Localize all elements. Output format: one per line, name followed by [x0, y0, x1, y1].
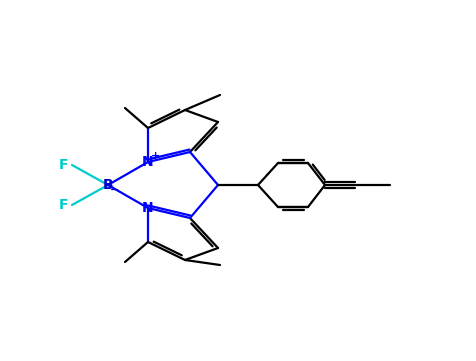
Text: F: F — [59, 198, 69, 212]
Text: N: N — [142, 155, 154, 169]
Text: +: + — [151, 151, 160, 161]
Text: B: B — [103, 178, 113, 192]
Text: −: − — [110, 185, 119, 195]
Text: F: F — [59, 158, 69, 172]
Text: N: N — [142, 201, 154, 215]
